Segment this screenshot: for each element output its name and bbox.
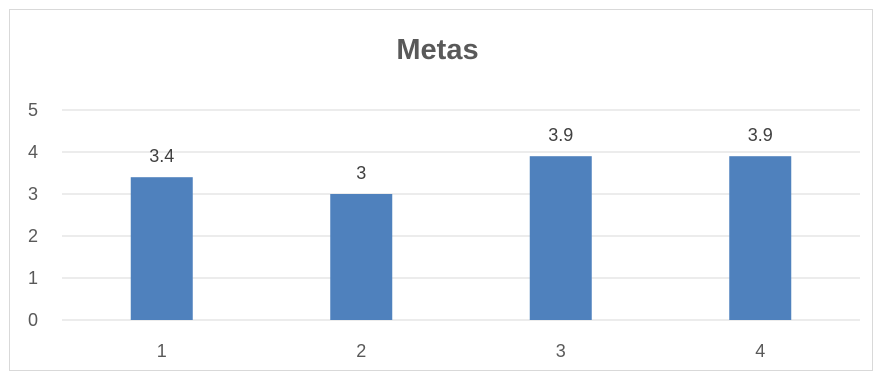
chart-title: Metas xyxy=(396,34,479,66)
data-label: 3.4 xyxy=(149,146,174,166)
y-tick-label: 4 xyxy=(28,142,38,162)
y-tick-label: 0 xyxy=(28,310,38,330)
bar-1 xyxy=(130,177,193,320)
x-tick-label: 4 xyxy=(755,341,765,361)
data-label: 3.9 xyxy=(548,125,573,145)
x-tick-label: 2 xyxy=(356,341,366,361)
bar-2 xyxy=(330,194,393,320)
x-tick-label: 1 xyxy=(157,341,167,361)
y-tick-label: 5 xyxy=(28,100,38,120)
y-tick-label: 1 xyxy=(28,268,38,288)
data-label: 3.9 xyxy=(748,125,773,145)
bar-3 xyxy=(529,156,592,320)
bar-4 xyxy=(729,156,792,320)
data-label: 3 xyxy=(356,163,366,183)
y-tick-label: 3 xyxy=(28,184,38,204)
x-tick-label: 3 xyxy=(556,341,566,361)
y-tick-label: 2 xyxy=(28,226,38,246)
